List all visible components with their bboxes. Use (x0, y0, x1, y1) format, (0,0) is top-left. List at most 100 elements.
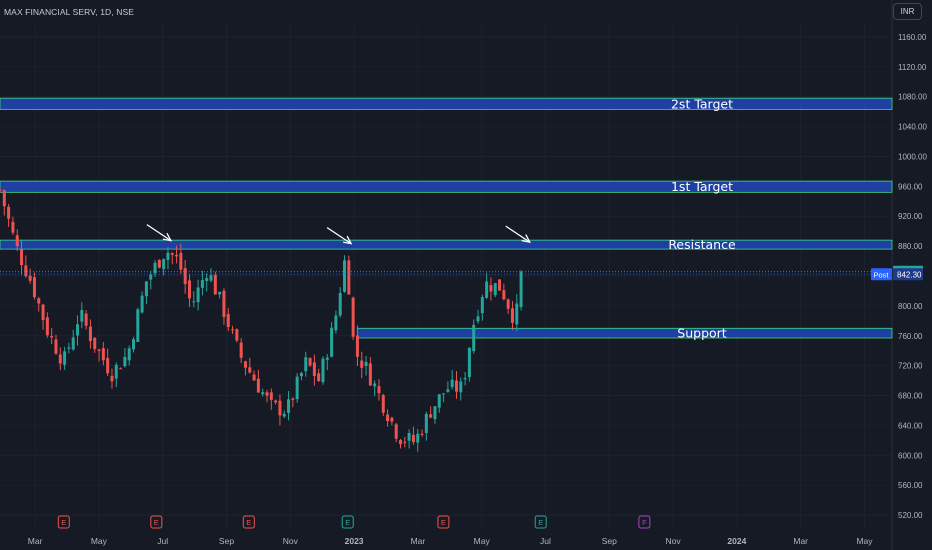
time-axis[interactable]: Mar May Jul Sep Nov 2023 Mar May Jul Sep Nov 2024 Ma… (28, 536, 873, 546)
zone-label: Resistance (668, 237, 736, 252)
candle-body (368, 363, 372, 386)
y-tick-label: 880.00 (898, 242, 923, 251)
x-tick-label: May (91, 536, 108, 546)
candle-body (101, 348, 105, 361)
candle-body (63, 351, 67, 365)
event-label: E (345, 518, 350, 527)
event-label: E (538, 518, 543, 527)
candle-body (304, 357, 308, 372)
candle-body (377, 386, 381, 394)
candle-body (200, 280, 204, 288)
earnings-icon[interactable] (242, 515, 255, 529)
candle-body (454, 380, 458, 392)
earnings-icon[interactable] (150, 515, 163, 529)
candle-body (15, 235, 19, 247)
candle-body (278, 400, 282, 416)
candle-body (24, 265, 28, 277)
candle-body (407, 433, 411, 441)
candle-body (442, 393, 446, 395)
arrow-head (342, 235, 353, 245)
candle-body (463, 378, 467, 380)
interval-label: 1D (100, 7, 112, 17)
candle-body (467, 348, 471, 378)
x-tick-label: 2023 (345, 536, 364, 546)
candle-body (106, 358, 110, 374)
x-tick-label: Sep (602, 536, 617, 546)
candle-body (239, 342, 243, 358)
x-tick-label: Mar (793, 536, 808, 546)
candle-body (506, 299, 510, 309)
earnings-icon[interactable] (57, 515, 70, 529)
candle-body (489, 285, 493, 292)
candle-body (54, 339, 58, 354)
candle-body (243, 361, 247, 368)
post-tag (871, 268, 892, 281)
candle-body (132, 339, 136, 350)
earnings-icon[interactable] (638, 515, 651, 529)
candle-body (231, 329, 235, 331)
candle-body (502, 290, 506, 300)
currency-button[interactable]: INR (893, 3, 922, 20)
candle-body (0, 189, 2, 191)
event-label: E (441, 518, 446, 527)
price-lines (0, 271, 892, 275)
candle-body (136, 309, 140, 342)
candle-body (166, 252, 170, 260)
candle-body (153, 262, 157, 274)
y-tick-label: 640.00 (898, 421, 923, 430)
zone-label: 1st Target (671, 179, 733, 194)
y-tick-label: 760.00 (898, 332, 923, 341)
arrows (146, 224, 531, 245)
earnings-icon[interactable] (341, 515, 354, 529)
candle-body (32, 277, 36, 298)
x-tick-label: May (474, 536, 491, 546)
x-tick-label: 2024 (727, 536, 746, 546)
candle-body (213, 274, 217, 295)
candle-body (446, 389, 450, 392)
candle-body (493, 283, 497, 296)
candle-body (170, 253, 174, 255)
candle-body (498, 279, 502, 291)
candle-body (205, 278, 209, 282)
x-tick-label: Mar (28, 536, 43, 546)
candle-body (119, 368, 123, 370)
candle-body (84, 313, 88, 326)
x-tick-label: Nov (283, 536, 299, 546)
candle-body (295, 376, 299, 400)
candle-body (256, 378, 260, 393)
candle-body (175, 254, 179, 257)
event-label: E (61, 518, 66, 527)
candle-body (274, 400, 278, 403)
y-tick-label: 520.00 (898, 511, 923, 520)
zone-rect (0, 180, 893, 193)
candle-body (416, 433, 420, 443)
candle-body (433, 406, 437, 420)
earnings-icon[interactable] (437, 515, 450, 529)
candle-body (429, 414, 433, 418)
candle-body (394, 424, 398, 439)
candle-body (192, 301, 196, 303)
zone-label: Support (677, 326, 727, 341)
post-label: Post (874, 270, 890, 279)
candle-body (510, 308, 514, 323)
earnings-icon[interactable] (534, 515, 547, 529)
candle-body (364, 361, 368, 367)
candle-body (343, 260, 347, 292)
candle-body (226, 314, 230, 328)
y-tick-label: 600.00 (898, 451, 923, 460)
y-tick-label: 1160.00 (898, 33, 927, 42)
zones: 2st Target 1st Target Resistance Support (0, 96, 893, 341)
candle-body (411, 434, 415, 443)
candle-body (399, 440, 403, 445)
candle-body (7, 206, 11, 219)
candle-body (403, 441, 407, 443)
post-price-value: 842.30 (897, 270, 922, 279)
candle-body (127, 348, 131, 361)
x-tick-label: Jul (540, 536, 551, 546)
candle-body (235, 329, 239, 341)
candle-body (485, 281, 489, 298)
arrow-line (146, 224, 172, 242)
candle-body (317, 373, 321, 382)
